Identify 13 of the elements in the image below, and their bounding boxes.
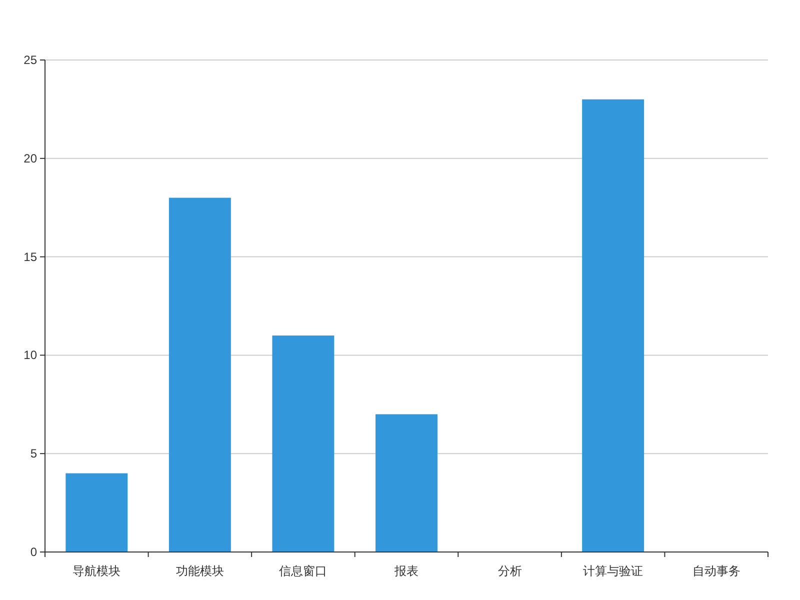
y-tick-label: 10	[24, 348, 38, 362]
y-tick-label: 20	[24, 151, 38, 166]
x-tick-label: 分析	[498, 564, 522, 578]
x-tick-label: 功能模块	[176, 564, 224, 578]
x-tick-label: 自动事务	[692, 564, 740, 578]
x-tick-label: 导航模块	[72, 564, 121, 578]
y-tick-label: 0	[30, 545, 38, 559]
y-tick-label: 15	[24, 250, 38, 264]
x-tick-label: 信息窗口	[279, 564, 328, 578]
y-tick-label: 25	[24, 53, 38, 67]
x-tick-label: 报表	[394, 564, 418, 578]
x-tick-label: 计算与验证	[583, 564, 644, 578]
y-tick-label: 5	[30, 446, 38, 461]
